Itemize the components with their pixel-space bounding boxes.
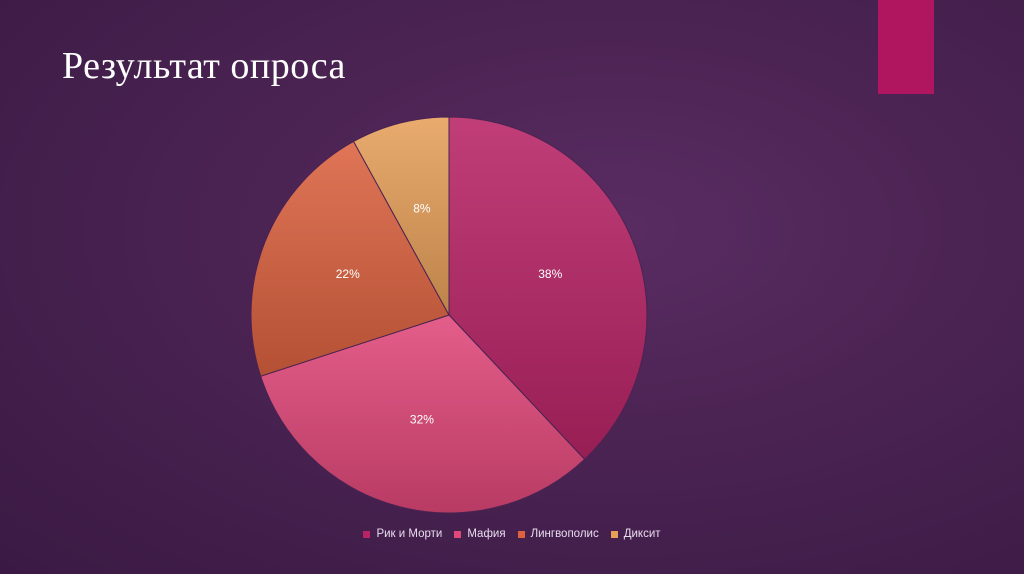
legend-swatch	[454, 530, 462, 538]
legend-swatch	[363, 530, 371, 538]
legend-item: Мафия	[454, 528, 506, 540]
slice-data-label: 32%	[410, 413, 434, 427]
legend-item: Рик и Морти	[363, 528, 442, 540]
legend-item: Лингвополис	[517, 528, 599, 540]
legend-label: Мафия	[467, 528, 506, 540]
legend-label: Диксит	[623, 528, 661, 540]
legend-item: Диксит	[610, 528, 661, 540]
pie-slice-4	[352, 116, 450, 316]
legend-label: Рик и Морти	[376, 528, 443, 540]
accent-bar	[878, 0, 934, 94]
slice-data-label: 38%	[538, 267, 562, 281]
pie-slice-1	[448, 116, 648, 461]
chart-legend: Рик и Морти Мафия Лингвополис Диксит	[0, 528, 1024, 540]
legend-swatch	[610, 530, 618, 538]
legend-label: Лингвополис	[530, 528, 599, 540]
slice-data-label: 22%	[336, 267, 360, 281]
legend-swatch	[517, 530, 525, 538]
slice-data-label: 8%	[413, 202, 431, 216]
pie-slice-2	[260, 314, 586, 514]
pie-slice-3	[250, 140, 450, 377]
slide-title: Результат опроса	[62, 45, 346, 87]
